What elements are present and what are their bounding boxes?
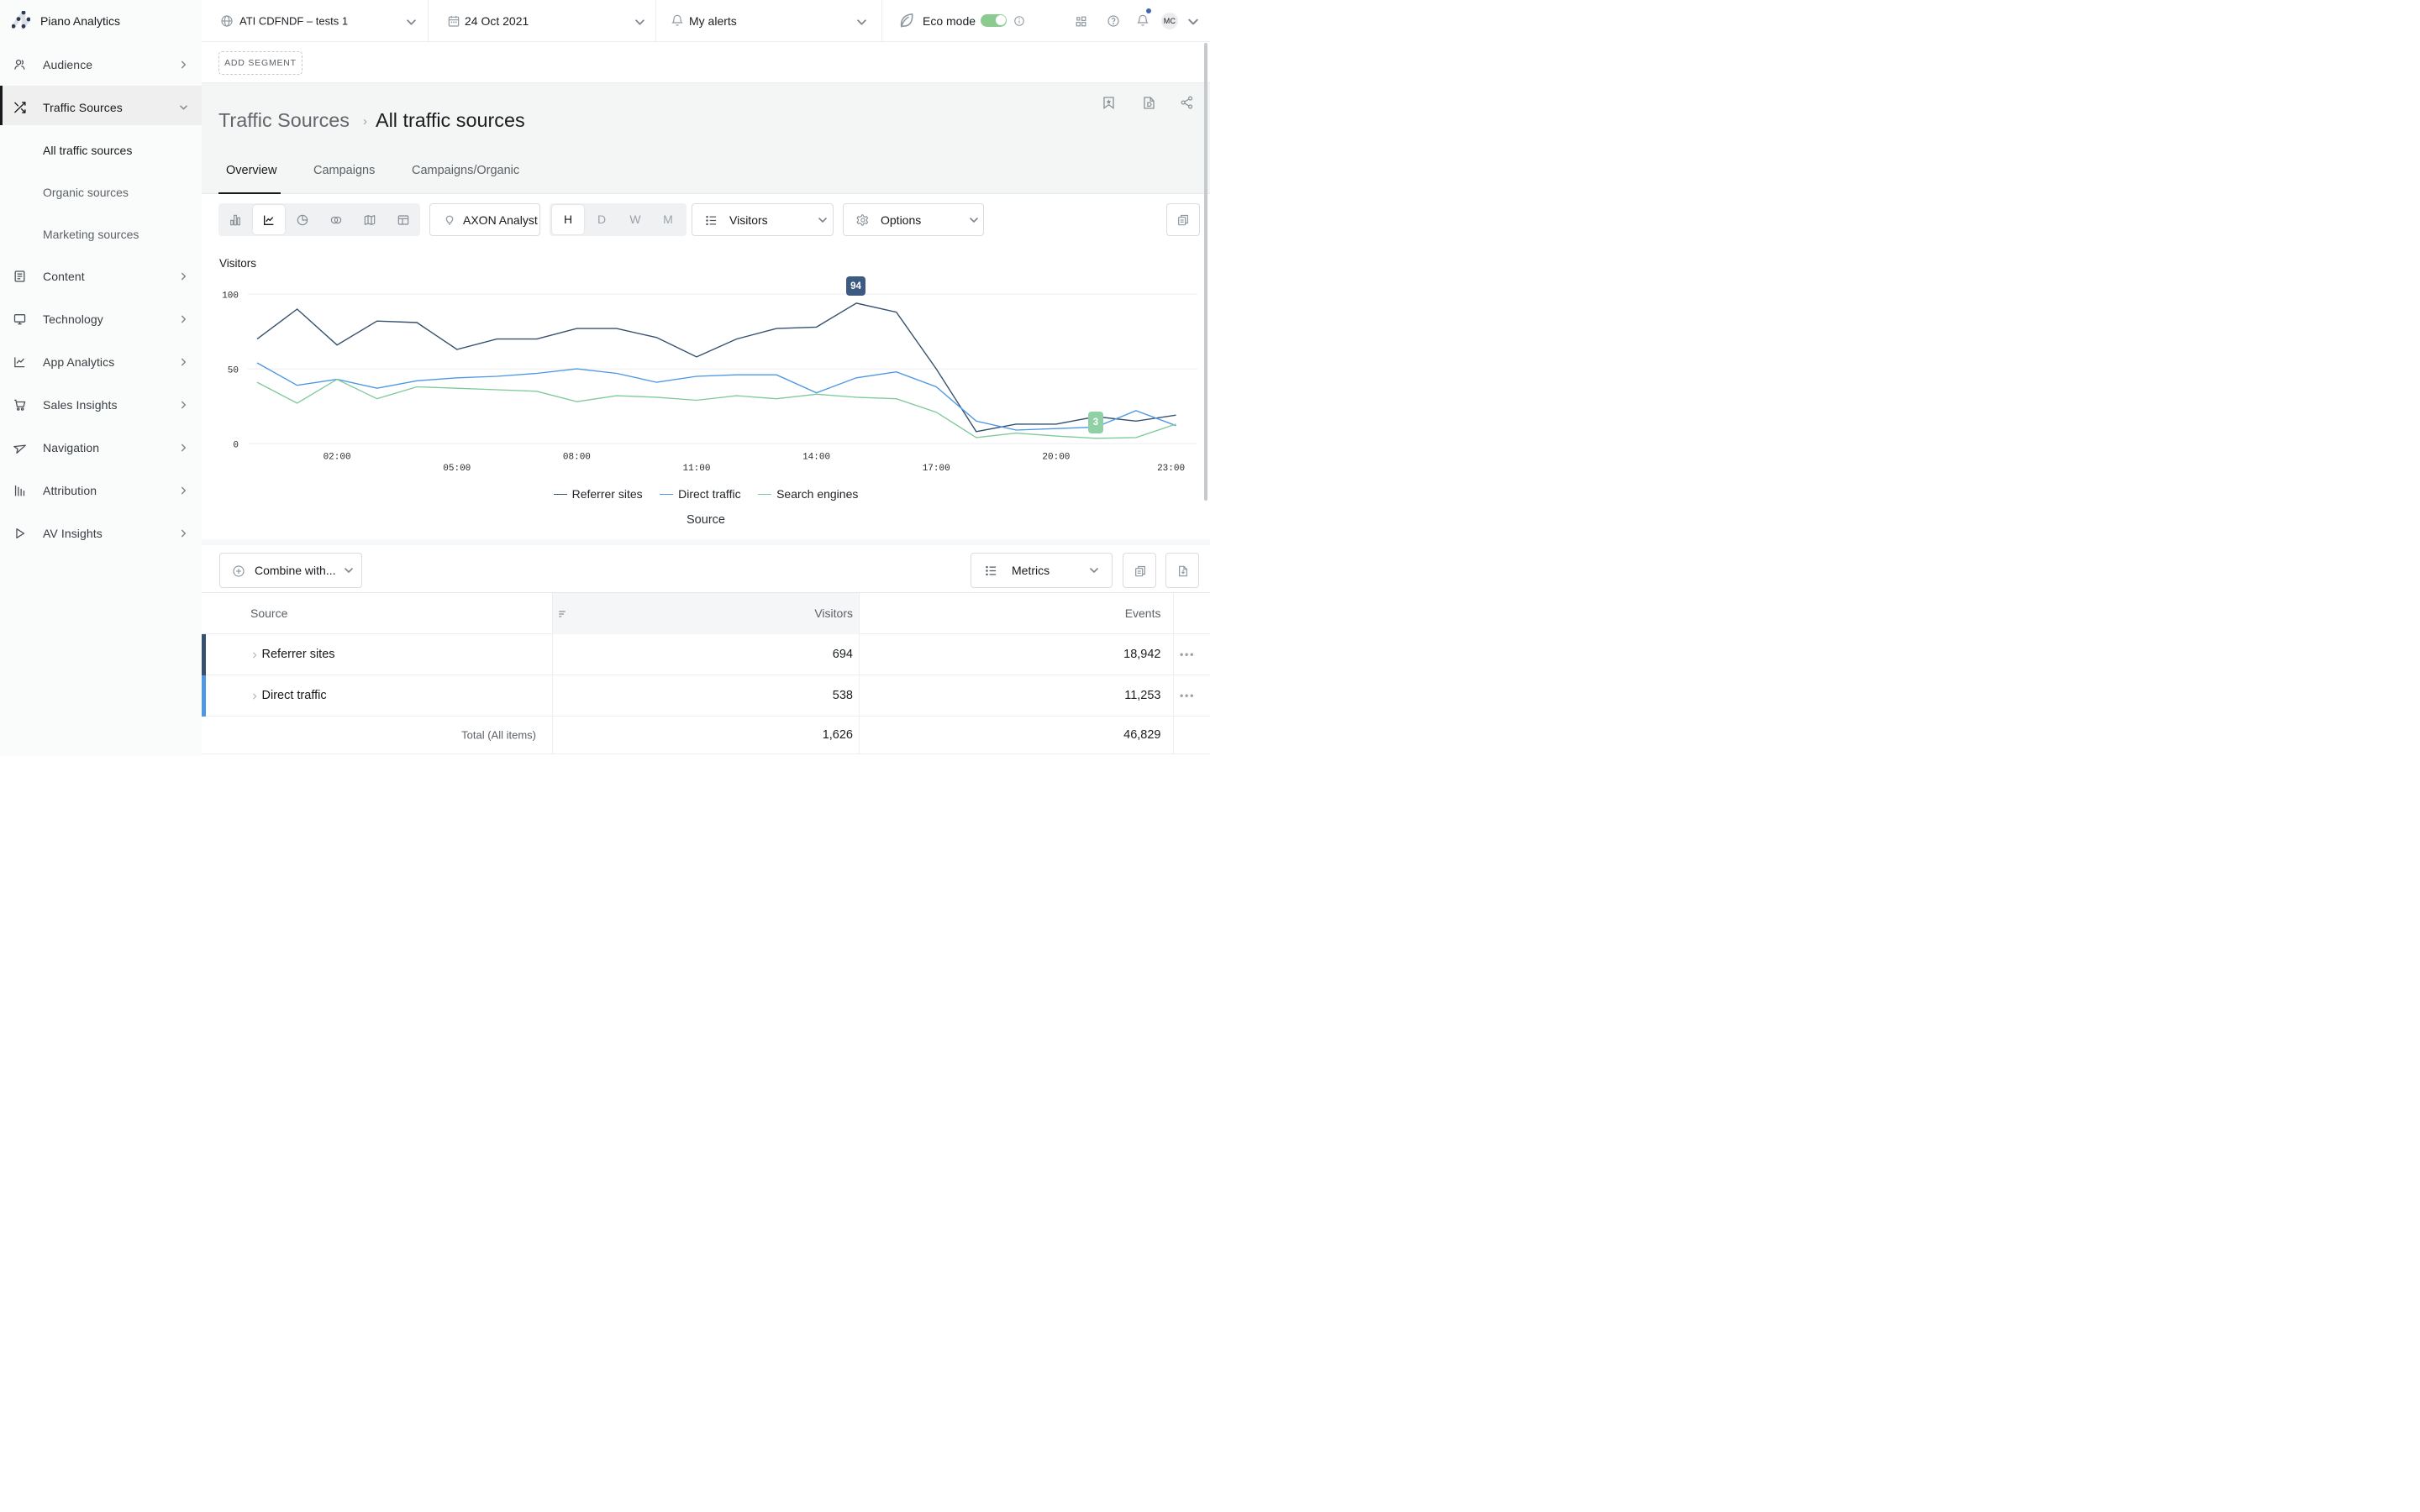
svg-text:11:00: 11:00 xyxy=(682,464,710,474)
svg-text:50: 50 xyxy=(228,366,239,376)
svg-text:08:00: 08:00 xyxy=(563,453,591,463)
svg-text:14:00: 14:00 xyxy=(802,453,830,463)
svg-text:20:00: 20:00 xyxy=(1042,453,1070,463)
svg-text:0: 0 xyxy=(233,441,239,451)
svg-text:23:00: 23:00 xyxy=(1157,464,1185,474)
svg-text:02:00: 02:00 xyxy=(324,453,351,463)
svg-text:05:00: 05:00 xyxy=(443,464,471,474)
svg-text:17:00: 17:00 xyxy=(923,464,950,474)
svg-text:100: 100 xyxy=(222,291,239,302)
